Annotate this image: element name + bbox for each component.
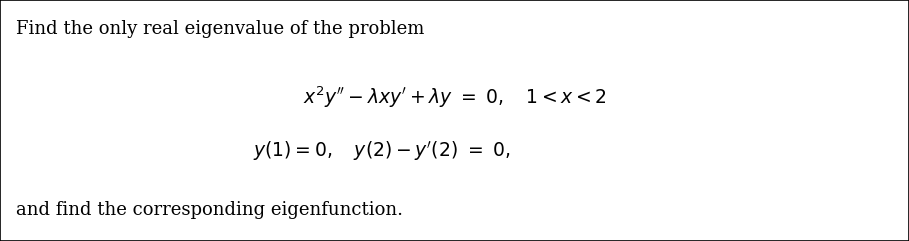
Text: $x^2y'' - \lambda xy' + \lambda y \ = \ 0, \quad 1 < x < 2$: $x^2y'' - \lambda xy' + \lambda y \ = \ … xyxy=(303,85,606,110)
Text: and find the corresponding eigenfunction.: and find the corresponding eigenfunction… xyxy=(16,201,404,219)
Text: Find the only real eigenvalue of the problem: Find the only real eigenvalue of the pro… xyxy=(16,20,425,38)
Text: $y(1) = 0, \quad y(2) - y'(2) \ = \ 0,$: $y(1) = 0, \quad y(2) - y'(2) \ = \ 0,$ xyxy=(253,139,511,163)
